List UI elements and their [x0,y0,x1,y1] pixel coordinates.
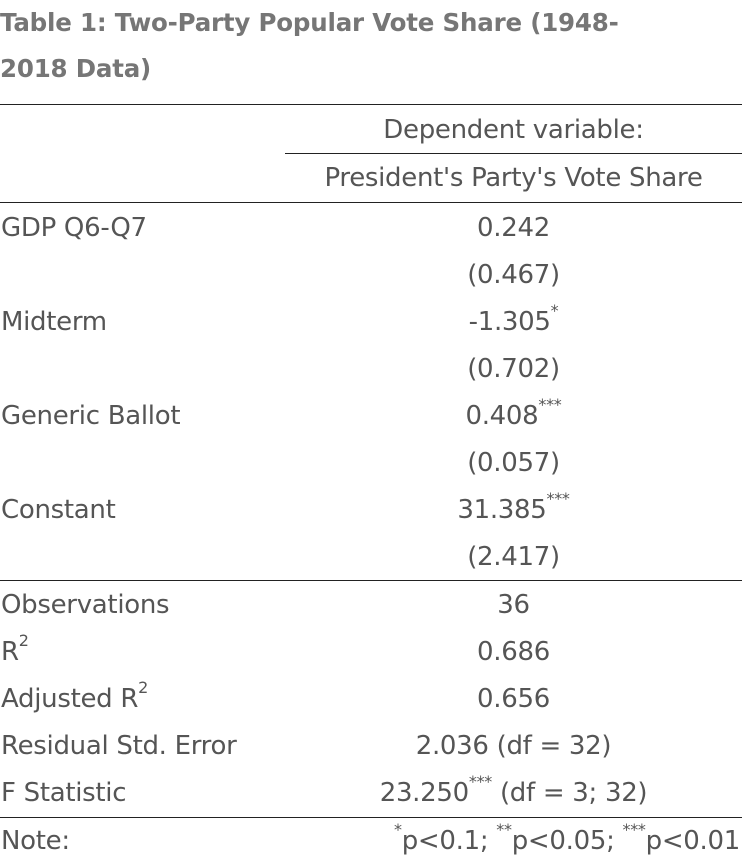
coef-estimate: -1.305* [468,301,559,337]
coef-label: Generic Ballot [1,401,181,431]
coef-se-row-midterm: (0.702) [0,346,742,393]
note-row: Note: *p<0.1; **p<0.05; ***p<0.01 [0,818,742,865]
table-caption-line-2: 2018 Data) [0,54,152,83]
dependent-variable-name: President's Party's Vote Share [324,163,703,193]
stat-label: Adjusted R2 [1,678,148,714]
coef-estimate: 31.385*** [457,489,570,525]
table-caption: Table 1: Two-Party Popular Vote Share (1… [0,0,742,92]
stat-label: Observations [1,590,170,620]
header-bottom-rule [0,202,742,203]
coef-se-row-constant: (2.417) [0,534,742,581]
stat-value: 36 [497,590,530,620]
stat-value: 2.036 (df = 32) [415,731,612,761]
coef-standard-error: (2.417) [467,542,560,572]
stat-row-residual-std-error: Residual Std. Error 2.036 (df = 32) [0,723,742,770]
note-label: Note: [1,826,70,856]
stat-label: F Statistic [1,778,127,808]
coef-label: GDP Q6-Q7 [1,213,147,243]
stats-bottom-rule [0,817,742,818]
coef-standard-error: (0.057) [467,448,560,478]
stat-value: 0.656 [477,684,550,714]
stat-row-adjusted-r2: Adjusted R2 0.656 [0,676,742,723]
stat-label: Residual Std. Error [1,731,237,761]
top-rule [0,104,742,105]
coef-se-row-gdp: (0.467) [0,252,742,299]
note-text: *p<0.1; **p<0.05; ***p<0.01 [394,820,740,856]
coef-standard-error: (0.702) [467,354,560,384]
coef-row-midterm: Midterm -1.305* [0,299,742,346]
coef-estimate: 0.408*** [465,395,562,431]
stat-row-f-statistic: F Statistic 23.250*** (df = 3; 32) [0,770,742,817]
dependent-variable-label: Dependent variable: [383,115,644,145]
coef-row-generic-ballot: Generic Ballot 0.408*** [0,393,742,440]
coef-row-constant: Constant 31.385*** [0,487,742,534]
table-caption-line-1: Table 1: Two-Party Popular Vote Share (1… [0,8,619,37]
coef-standard-error: (0.467) [467,260,560,290]
coef-label: Midterm [1,307,107,337]
dependent-variable-rule [285,153,742,154]
stats-top-rule [0,580,742,581]
stat-row-r2: R2 0.686 [0,629,742,676]
stat-value: 0.686 [477,637,550,667]
coef-row-gdp: GDP Q6-Q7 0.242 [0,205,742,252]
coef-estimate: 0.242 [477,213,550,243]
stat-row-observations: Observations 36 [0,582,742,629]
coef-se-row-generic-ballot: (0.057) [0,440,742,487]
stat-label: R2 [1,631,29,667]
coef-label: Constant [1,495,116,525]
stat-value: 23.250*** (df = 3; 32) [379,772,648,808]
